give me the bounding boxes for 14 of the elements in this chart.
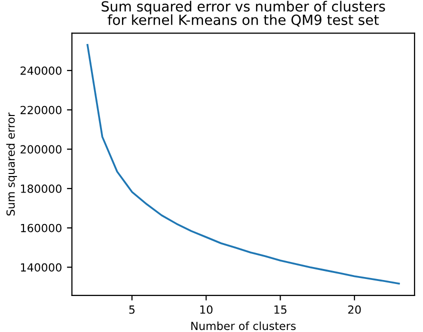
x-tick-label: 5: [129, 306, 135, 314]
x-tick-label: 20: [348, 305, 361, 314]
y-tick-label: 240000: [20, 66, 62, 75]
x-tick-label: 15: [274, 306, 286, 314]
y-tick-label: 220000: [20, 106, 62, 114]
x-axis-title: Number of clusters: [191, 322, 296, 330]
line-series: [86, 44, 400, 284]
x-tick-label: 10: [200, 305, 212, 314]
y-tick-label: 160000: [20, 224, 62, 232]
y-axis-title: Sum squared error: [6, 112, 17, 216]
chart-title: Sum squared error vs number of clusters for kernel K-means on the QM9 test set: [102, 0, 385, 27]
y-tick-label: 180000: [20, 184, 62, 193]
y-tick-label: 200000: [20, 145, 62, 154]
y-tick-label: 140000: [20, 263, 62, 272]
